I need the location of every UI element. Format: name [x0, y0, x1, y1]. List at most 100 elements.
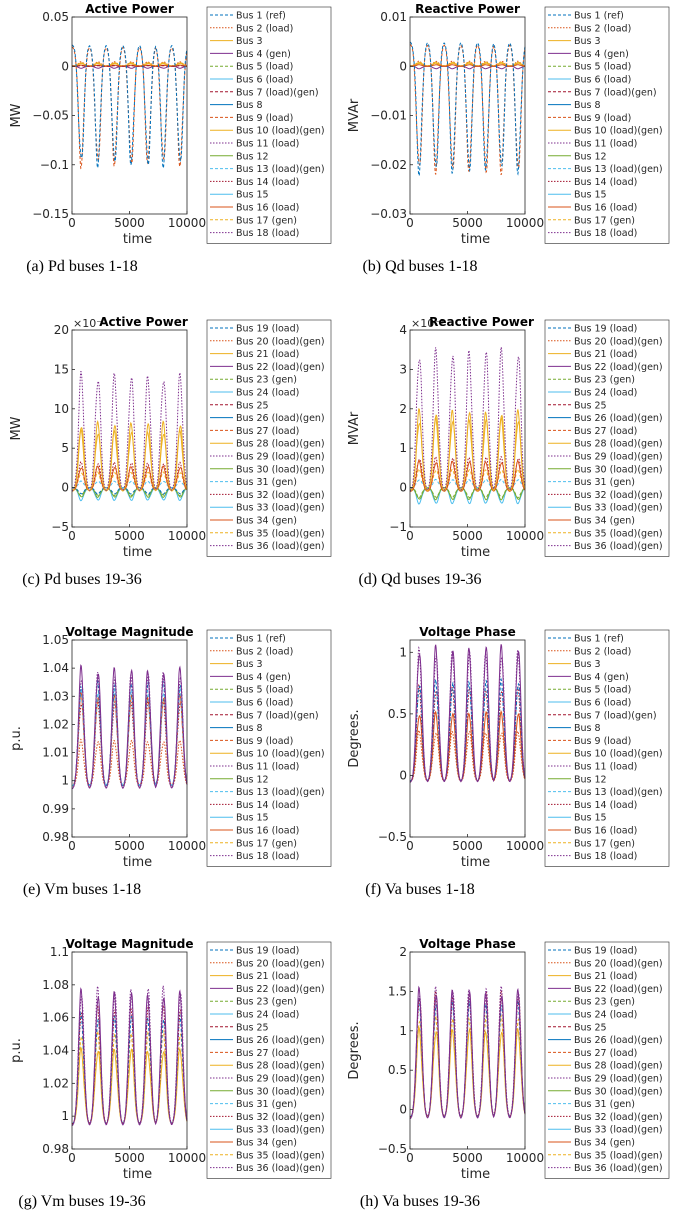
subfigure-caption: (f) Va buses 1-18 — [365, 881, 474, 898]
legend-entry: Bus 23 (gen) — [236, 375, 297, 386]
series-line — [410, 61, 525, 67]
chart-b: 0 5000 10000 −0.03 −0.02 −0.01 0 0.01 Reactive P… — [347, 2, 670, 275]
legend-entry: Bus 18 (load) — [574, 851, 637, 862]
legend-box — [206, 6, 332, 244]
legend-entry: Bus 31 (gen) — [236, 477, 297, 488]
legend-entry: Bus 10 (load)(gen) — [574, 126, 663, 137]
legend-entry: Bus 12 — [574, 151, 607, 162]
legend-entry: Bus 19 (load) — [574, 324, 637, 335]
y-tick-label: 0.98 — [42, 830, 69, 844]
x-tick-label: 10000 — [506, 216, 544, 230]
legend-entry: Bus 7 (load)(gen) — [574, 87, 657, 98]
legend-entry: Bus 29 (load)(gen) — [574, 1074, 663, 1085]
legend-entry: Bus 24 (load) — [236, 1010, 299, 1021]
subfigure-caption: (h) Va buses 19-36 — [360, 1193, 480, 1210]
legend-entry: Bus 36 (load)(gen) — [236, 541, 325, 552]
legend-entry: Bus 7 (load)(gen) — [236, 87, 319, 98]
y-axis-label: p.u. — [9, 726, 24, 751]
x-tick-label: 5000 — [114, 839, 145, 853]
legend-entry: Bus 13 (load)(gen) — [236, 164, 325, 175]
series-line — [71, 1029, 188, 1125]
y-tick-label: 1.03 — [42, 689, 69, 703]
legend-entry: Bus 16 (load) — [574, 203, 637, 214]
legend-entry: Bus 34 (gen) — [236, 1138, 297, 1149]
y-tick-label: 1 — [61, 774, 69, 788]
legend-entry: Bus 3 — [236, 659, 263, 670]
legend-entry: Bus 3 — [574, 659, 601, 670]
legend-entry: Bus 33 (load)(gen) — [574, 1125, 663, 1136]
legend-entry: Bus 32 (load)(gen) — [574, 490, 663, 501]
legend-entry: Bus 33 (load)(gen) — [236, 503, 325, 514]
y-axis-label: Degrees. — [347, 709, 362, 767]
legend-entry: Bus 28 (load)(gen) — [236, 439, 325, 450]
y-tick-label: 4 — [399, 323, 407, 337]
y-tick-label: −0.05 — [32, 109, 69, 123]
legend-entry: Bus 8 — [574, 723, 601, 734]
chart-title: Voltage Phase — [419, 937, 515, 951]
y-tick-label: −0.15 — [32, 207, 69, 221]
x-tick-label: 5000 — [452, 1151, 483, 1165]
legend-entry: Bus 22 (load)(gen) — [236, 362, 325, 373]
legend-entry: Bus 10 (load)(gen) — [574, 749, 663, 760]
legend-entry: Bus 20 (load)(gen) — [574, 336, 663, 347]
legend-entry: Bus 21 (load) — [236, 971, 299, 982]
x-tick-label: 5000 — [452, 839, 483, 853]
legend-entry: Bus 27 (load) — [574, 426, 637, 437]
series-line — [409, 347, 526, 492]
legend-entry: Bus 23 (gen) — [236, 997, 297, 1008]
x-axis-label: time — [461, 232, 490, 247]
y-tick-label: −0.03 — [370, 207, 407, 221]
legend-entry: Bus 1 (ref) — [574, 11, 624, 22]
y-tick-label: 0 — [61, 59, 69, 73]
legend-entry: Bus 29 (load)(gen) — [236, 1074, 325, 1085]
legend-entry: Bus 13 (load)(gen) — [574, 164, 663, 175]
legend-entry: Bus 24 (load) — [236, 388, 299, 399]
legend-entry: Bus 36 (load)(gen) — [574, 541, 663, 552]
legend-entry: Bus 2 (load) — [236, 23, 293, 34]
legend-entry: Bus 30 (load)(gen) — [236, 464, 325, 475]
legend-entry: Bus 8 — [236, 723, 263, 734]
y-tick-label: 2 — [399, 402, 407, 416]
y-tick-label: 1.02 — [42, 1076, 69, 1090]
y-tick-label: 1.5 — [388, 984, 407, 998]
legend-entry: Bus 13 (load)(gen) — [236, 787, 325, 798]
legend-entry: Bus 9 (load) — [236, 113, 293, 124]
y-axis-label: p.u. — [9, 1038, 24, 1063]
y-axis-label: MW — [9, 416, 24, 440]
legend-entry: Bus 2 (load) — [574, 646, 631, 657]
legend-entry: Bus 25 — [236, 1022, 269, 1033]
series-line — [409, 459, 526, 492]
x-tick-label: 10000 — [506, 529, 544, 543]
legend-entry: Bus 22 (load)(gen) — [574, 984, 663, 995]
legend-entry: Bus 2 (load) — [236, 646, 293, 657]
y-tick-label: −0.01 — [370, 109, 407, 123]
legend-entry: Bus 10 (load)(gen) — [236, 749, 325, 760]
legend-entry: Bus 28 (load)(gen) — [574, 1061, 663, 1072]
legend-entry: Bus 15 — [574, 813, 607, 824]
subfigure-caption: (b) Qd buses 1-18 — [362, 258, 477, 275]
y-tick-label: 0.5 — [388, 1063, 407, 1077]
series-line — [409, 683, 526, 782]
x-tick-label: 0 — [406, 529, 414, 543]
legend-entry: Bus 1 (ref) — [236, 11, 286, 22]
y-tick-label: −0.5 — [378, 1142, 407, 1156]
y-axis-label: MW — [9, 103, 24, 127]
subfigure-caption: (e) Vm buses 1-18 — [23, 881, 141, 898]
y-tick-label: 1.05 — [42, 633, 69, 647]
legend-entry: Bus 15 — [236, 190, 269, 201]
legend-entry: Bus 3 — [574, 36, 601, 47]
legend-entry: Bus 36 (load)(gen) — [236, 1163, 325, 1174]
legend-entry: Bus 21 (load) — [236, 349, 299, 360]
legend-entry: Bus 14 (load) — [236, 177, 299, 188]
legend-box — [206, 941, 332, 1179]
legend-entry: Bus 10 (load)(gen) — [236, 126, 325, 137]
x-axis-label: time — [123, 545, 152, 560]
legend-entry: Bus 27 (load) — [236, 426, 299, 437]
legend-entry: Bus 18 (load) — [574, 228, 637, 239]
chart-a: 0 5000 10000 −0.15 −0.1 −0.05 0 0.05 Active Powe… — [9, 2, 332, 275]
y-tick-label: 1.02 — [42, 717, 69, 731]
y-tick-label: 1 — [399, 1024, 407, 1038]
legend-entry: Bus 19 (load) — [236, 324, 299, 335]
